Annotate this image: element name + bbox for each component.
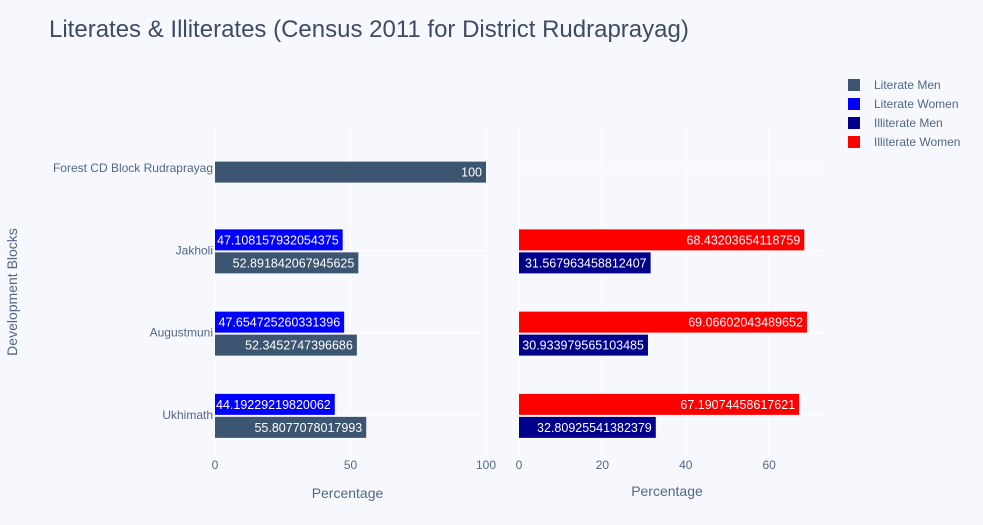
bar-value-label: 69.06602043489652 (688, 316, 803, 330)
x-tick-label: 0 (516, 458, 523, 472)
bar (519, 229, 805, 251)
bar (215, 229, 343, 251)
bar (215, 334, 357, 356)
bar (215, 393, 335, 415)
legend-swatch (848, 98, 860, 110)
y-axis-title: Development Blocks (4, 228, 20, 356)
chart-title: Literates & Illiterates (Census 2011 for… (49, 16, 689, 43)
y-tick-label: Ukhimath (162, 408, 213, 422)
y-tick-label: Jakholi (176, 243, 213, 257)
bar (519, 334, 648, 356)
legend-swatch (848, 79, 860, 91)
bar-value-label: 68.43203654118759 (687, 233, 801, 247)
bar-value-label: 31.567963458812407 (525, 256, 647, 270)
bar-value-label: 47.108157932054375 (217, 233, 339, 247)
x-tick-label: 0 (212, 458, 219, 472)
bar (215, 311, 345, 333)
legend-swatch (848, 136, 860, 148)
legend-item[interactable]: Literate Men (848, 78, 941, 92)
x-axis-title: Percentage (631, 483, 703, 499)
bar (519, 393, 800, 415)
bar-value-label: 55.8077078017993 (254, 421, 362, 435)
bar-value-label: 30.933979565103485 (522, 339, 644, 353)
bar (215, 416, 367, 438)
x-tick-label: 20 (596, 458, 610, 472)
bar (215, 161, 486, 183)
bar (519, 252, 651, 274)
x-tick-label: 100 (476, 458, 496, 472)
legend-item[interactable]: Illiterate Women (848, 135, 960, 149)
bar (519, 311, 807, 333)
x-tick-label: 60 (762, 458, 776, 472)
bar-value-label: 52.3452747396686 (245, 339, 353, 353)
bar-value-label: 32.80925541382379 (537, 421, 652, 435)
bar-value-label: 100 (461, 166, 482, 180)
bar-value-label: 44.19229219820062 (216, 398, 331, 412)
legend-label: Literate Women (874, 97, 959, 111)
legend-label: Illiterate Men (874, 116, 943, 130)
y-tick-label: Forest CD Block Rudraprayag (53, 161, 213, 175)
x-tick-label: 50 (344, 458, 358, 472)
bar-value-label: 47.654725260331396 (218, 316, 340, 330)
legend-item[interactable]: Illiterate Men (848, 116, 943, 130)
bar-value-label: 52.891842067945625 (233, 256, 355, 270)
bar-value-label: 67.19074458617621 (680, 398, 795, 412)
legend-swatch (848, 117, 860, 129)
bar (215, 252, 359, 274)
x-tick-label: 40 (679, 458, 693, 472)
legend-label: Illiterate Women (874, 135, 960, 149)
legend-item[interactable]: Literate Women (848, 97, 959, 111)
x-axis-title: Percentage (312, 485, 384, 501)
legend-label: Literate Men (874, 78, 941, 92)
bar (519, 416, 656, 438)
y-tick-label: Augustmuni (150, 326, 213, 340)
